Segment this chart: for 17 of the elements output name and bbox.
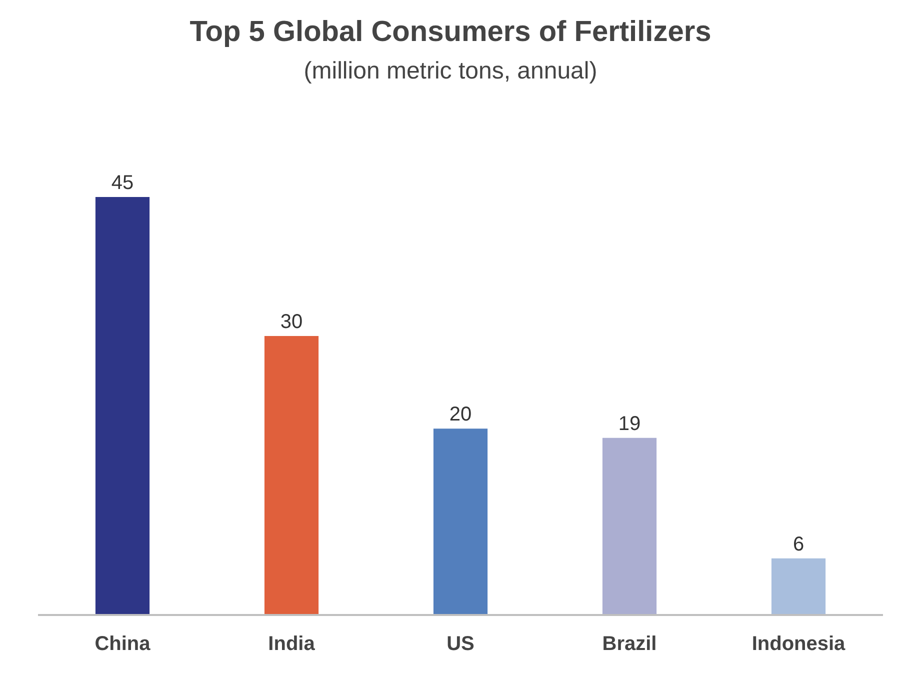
chart-title: Top 5 Global Consumers of Fertilizers xyxy=(190,16,712,48)
bar xyxy=(602,438,657,614)
data-label: 19 xyxy=(618,412,641,435)
data-label: 45 xyxy=(111,172,134,194)
x-tick-label: Brazil xyxy=(602,633,657,655)
x-tick-label: China xyxy=(94,633,152,655)
data-label: 6 xyxy=(792,533,804,556)
chart-subtitle: (million metric tons, annual) xyxy=(304,58,598,85)
bar xyxy=(95,196,150,614)
x-tick-label: India xyxy=(268,633,316,655)
x-tick-label: Indonesia xyxy=(752,633,846,655)
data-label: 20 xyxy=(449,404,472,426)
x-tick-label: US xyxy=(446,633,474,655)
bar xyxy=(433,428,488,614)
bar xyxy=(264,336,319,614)
bar xyxy=(771,558,826,614)
data-label: 30 xyxy=(280,310,303,333)
